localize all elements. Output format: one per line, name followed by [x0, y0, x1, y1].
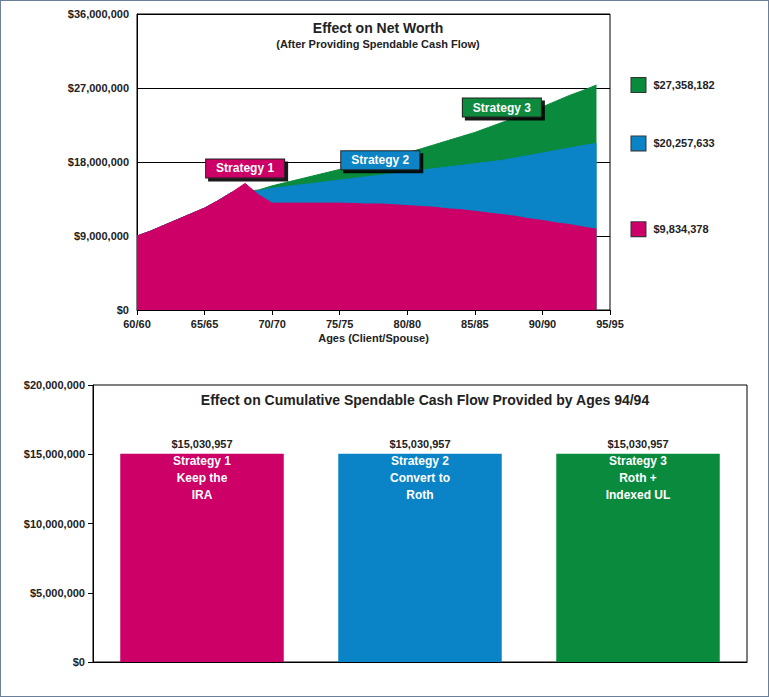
svg-text:75/75: 75/75	[326, 318, 354, 330]
svg-text:$20,000,000: $20,000,000	[24, 379, 85, 391]
svg-text:(After Providing Spendable Cas: (After Providing Spendable Cash Flow)	[276, 38, 480, 50]
svg-text:$27,358,182: $27,358,182	[653, 79, 714, 91]
svg-text:Effect on Cumulative Spendable: Effect on Cumulative Spendable Cash Flow…	[201, 392, 650, 408]
svg-text:Strategy 2: Strategy 2	[391, 454, 449, 468]
svg-text:$15,030,957: $15,030,957	[171, 438, 232, 450]
svg-text:Keep the: Keep the	[177, 471, 228, 485]
svg-text:$5,000,000: $5,000,000	[30, 587, 85, 599]
svg-text:$15,000,000: $15,000,000	[24, 448, 85, 460]
svg-text:$27,000,000: $27,000,000	[68, 82, 129, 94]
svg-text:$9,000,000: $9,000,000	[74, 230, 129, 242]
svg-text:$18,000,000: $18,000,000	[68, 156, 129, 168]
svg-text:90/90: 90/90	[529, 318, 557, 330]
svg-text:$15,030,957: $15,030,957	[607, 438, 668, 450]
svg-text:60/60: 60/60	[123, 318, 151, 330]
svg-text:Strategy 3: Strategy 3	[473, 101, 531, 115]
svg-text:Strategy 3: Strategy 3	[609, 454, 667, 468]
svg-text:$0: $0	[117, 304, 129, 316]
svg-text:Strategy 1: Strategy 1	[216, 161, 274, 175]
svg-text:$9,834,378: $9,834,378	[653, 223, 708, 235]
svg-text:Strategy 2: Strategy 2	[351, 153, 409, 167]
svg-text:$36,000,000: $36,000,000	[68, 8, 129, 20]
svg-text:80/80: 80/80	[394, 318, 422, 330]
svg-text:Roth: Roth	[406, 488, 433, 502]
svg-text:95/95: 95/95	[596, 318, 624, 330]
svg-text:65/65: 65/65	[191, 318, 219, 330]
svg-text:85/85: 85/85	[461, 318, 489, 330]
svg-text:$10,000,000: $10,000,000	[24, 518, 85, 530]
svg-text:$15,030,957: $15,030,957	[389, 438, 450, 450]
svg-text:$0: $0	[73, 656, 85, 668]
svg-text:70/70: 70/70	[258, 318, 286, 330]
svg-text:Ages (Client/Spouse): Ages (Client/Spouse)	[318, 332, 429, 344]
svg-text:$20,257,633: $20,257,633	[653, 137, 714, 149]
svg-text:Strategy 1: Strategy 1	[173, 454, 231, 468]
svg-text:IRA: IRA	[192, 488, 213, 502]
svg-text:Roth +: Roth +	[619, 471, 657, 485]
svg-text:Effect on Net Worth: Effect on Net Worth	[313, 20, 443, 36]
svg-text:Convert to: Convert to	[390, 471, 450, 485]
svg-text:Indexed UL: Indexed UL	[606, 488, 671, 502]
